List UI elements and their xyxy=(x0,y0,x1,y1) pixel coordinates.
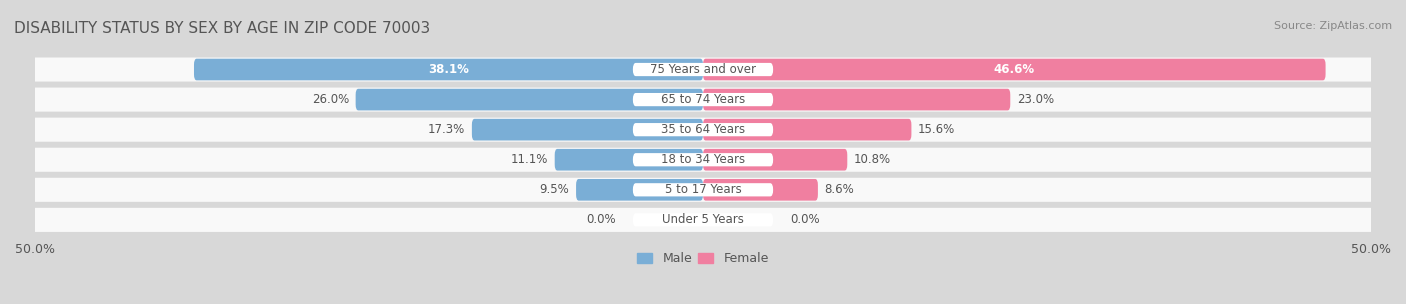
Text: 5 to 17 Years: 5 to 17 Years xyxy=(665,183,741,196)
Text: 9.5%: 9.5% xyxy=(540,183,569,196)
Text: 8.6%: 8.6% xyxy=(824,183,855,196)
FancyBboxPatch shape xyxy=(633,183,773,196)
Text: 65 to 74 Years: 65 to 74 Years xyxy=(661,93,745,106)
FancyBboxPatch shape xyxy=(703,149,848,171)
FancyBboxPatch shape xyxy=(21,208,1385,232)
FancyBboxPatch shape xyxy=(633,63,773,76)
Text: 38.1%: 38.1% xyxy=(427,63,470,76)
FancyBboxPatch shape xyxy=(21,148,1385,172)
Text: 15.6%: 15.6% xyxy=(918,123,955,136)
FancyBboxPatch shape xyxy=(356,89,703,110)
FancyBboxPatch shape xyxy=(21,118,1385,142)
FancyBboxPatch shape xyxy=(576,179,703,201)
Text: 46.6%: 46.6% xyxy=(994,63,1035,76)
FancyBboxPatch shape xyxy=(703,59,1326,80)
Text: 11.1%: 11.1% xyxy=(510,153,548,166)
FancyBboxPatch shape xyxy=(472,119,703,140)
FancyBboxPatch shape xyxy=(633,213,773,226)
Text: 23.0%: 23.0% xyxy=(1017,93,1054,106)
Text: 0.0%: 0.0% xyxy=(790,213,820,226)
FancyBboxPatch shape xyxy=(194,59,703,80)
Legend: Male, Female: Male, Female xyxy=(637,252,769,265)
Text: 75 Years and over: 75 Years and over xyxy=(650,63,756,76)
Text: 17.3%: 17.3% xyxy=(427,123,465,136)
FancyBboxPatch shape xyxy=(703,179,818,201)
FancyBboxPatch shape xyxy=(21,88,1385,112)
FancyBboxPatch shape xyxy=(21,178,1385,202)
FancyBboxPatch shape xyxy=(21,57,1385,81)
FancyBboxPatch shape xyxy=(633,123,773,136)
FancyBboxPatch shape xyxy=(703,89,1011,110)
FancyBboxPatch shape xyxy=(633,93,773,106)
Text: 26.0%: 26.0% xyxy=(312,93,349,106)
Text: Source: ZipAtlas.com: Source: ZipAtlas.com xyxy=(1274,21,1392,31)
Text: 0.0%: 0.0% xyxy=(586,213,616,226)
Text: 35 to 64 Years: 35 to 64 Years xyxy=(661,123,745,136)
Text: Under 5 Years: Under 5 Years xyxy=(662,213,744,226)
FancyBboxPatch shape xyxy=(703,119,911,140)
Text: 10.8%: 10.8% xyxy=(853,153,891,166)
Text: DISABILITY STATUS BY SEX BY AGE IN ZIP CODE 70003: DISABILITY STATUS BY SEX BY AGE IN ZIP C… xyxy=(14,21,430,36)
Text: 18 to 34 Years: 18 to 34 Years xyxy=(661,153,745,166)
FancyBboxPatch shape xyxy=(555,149,703,171)
FancyBboxPatch shape xyxy=(633,153,773,166)
